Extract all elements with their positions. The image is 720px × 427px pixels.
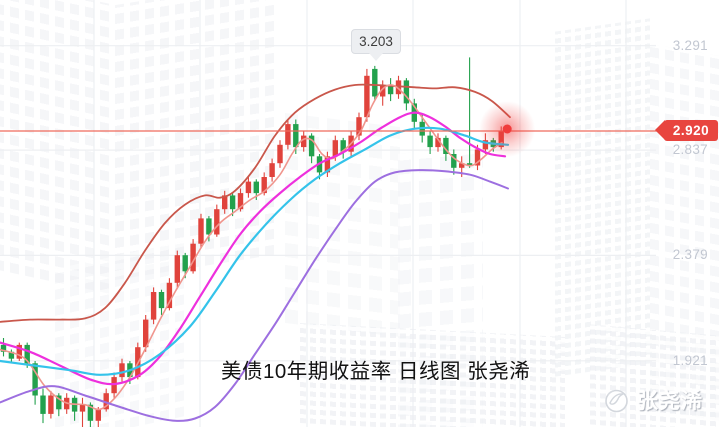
y-axis-label: 2.379	[672, 247, 708, 263]
current-price-value: 2.920	[672, 123, 710, 138]
current-price-tag: 2.920	[655, 120, 718, 141]
y-axis-label: 1.921	[672, 352, 708, 368]
gridlines	[0, 0, 656, 427]
overlay-ma-magenta	[0, 111, 507, 386]
peak-price-value: 3.203	[359, 34, 393, 49]
overlay-ma-fast-pink	[0, 84, 503, 411]
feather-logo-icon	[605, 389, 628, 412]
author-watermark: 张尧浠	[603, 385, 703, 415]
peak-price-tooltip: 3.203	[351, 29, 401, 61]
y-axis-label: 2.837	[672, 142, 708, 158]
price-dot	[502, 124, 512, 134]
overlay-upper-band	[0, 83, 511, 323]
watermark-text: 张尧浠	[637, 390, 703, 413]
overlay-lower-band	[0, 169, 509, 422]
overlay-lines	[0, 83, 511, 422]
chart-title: 美债10年期收益率 日线图 张尧浠	[221, 360, 531, 383]
overlay-ma-cyan	[0, 126, 510, 376]
y-axis-label: 3.291	[672, 37, 708, 53]
candles	[0, 57, 504, 427]
